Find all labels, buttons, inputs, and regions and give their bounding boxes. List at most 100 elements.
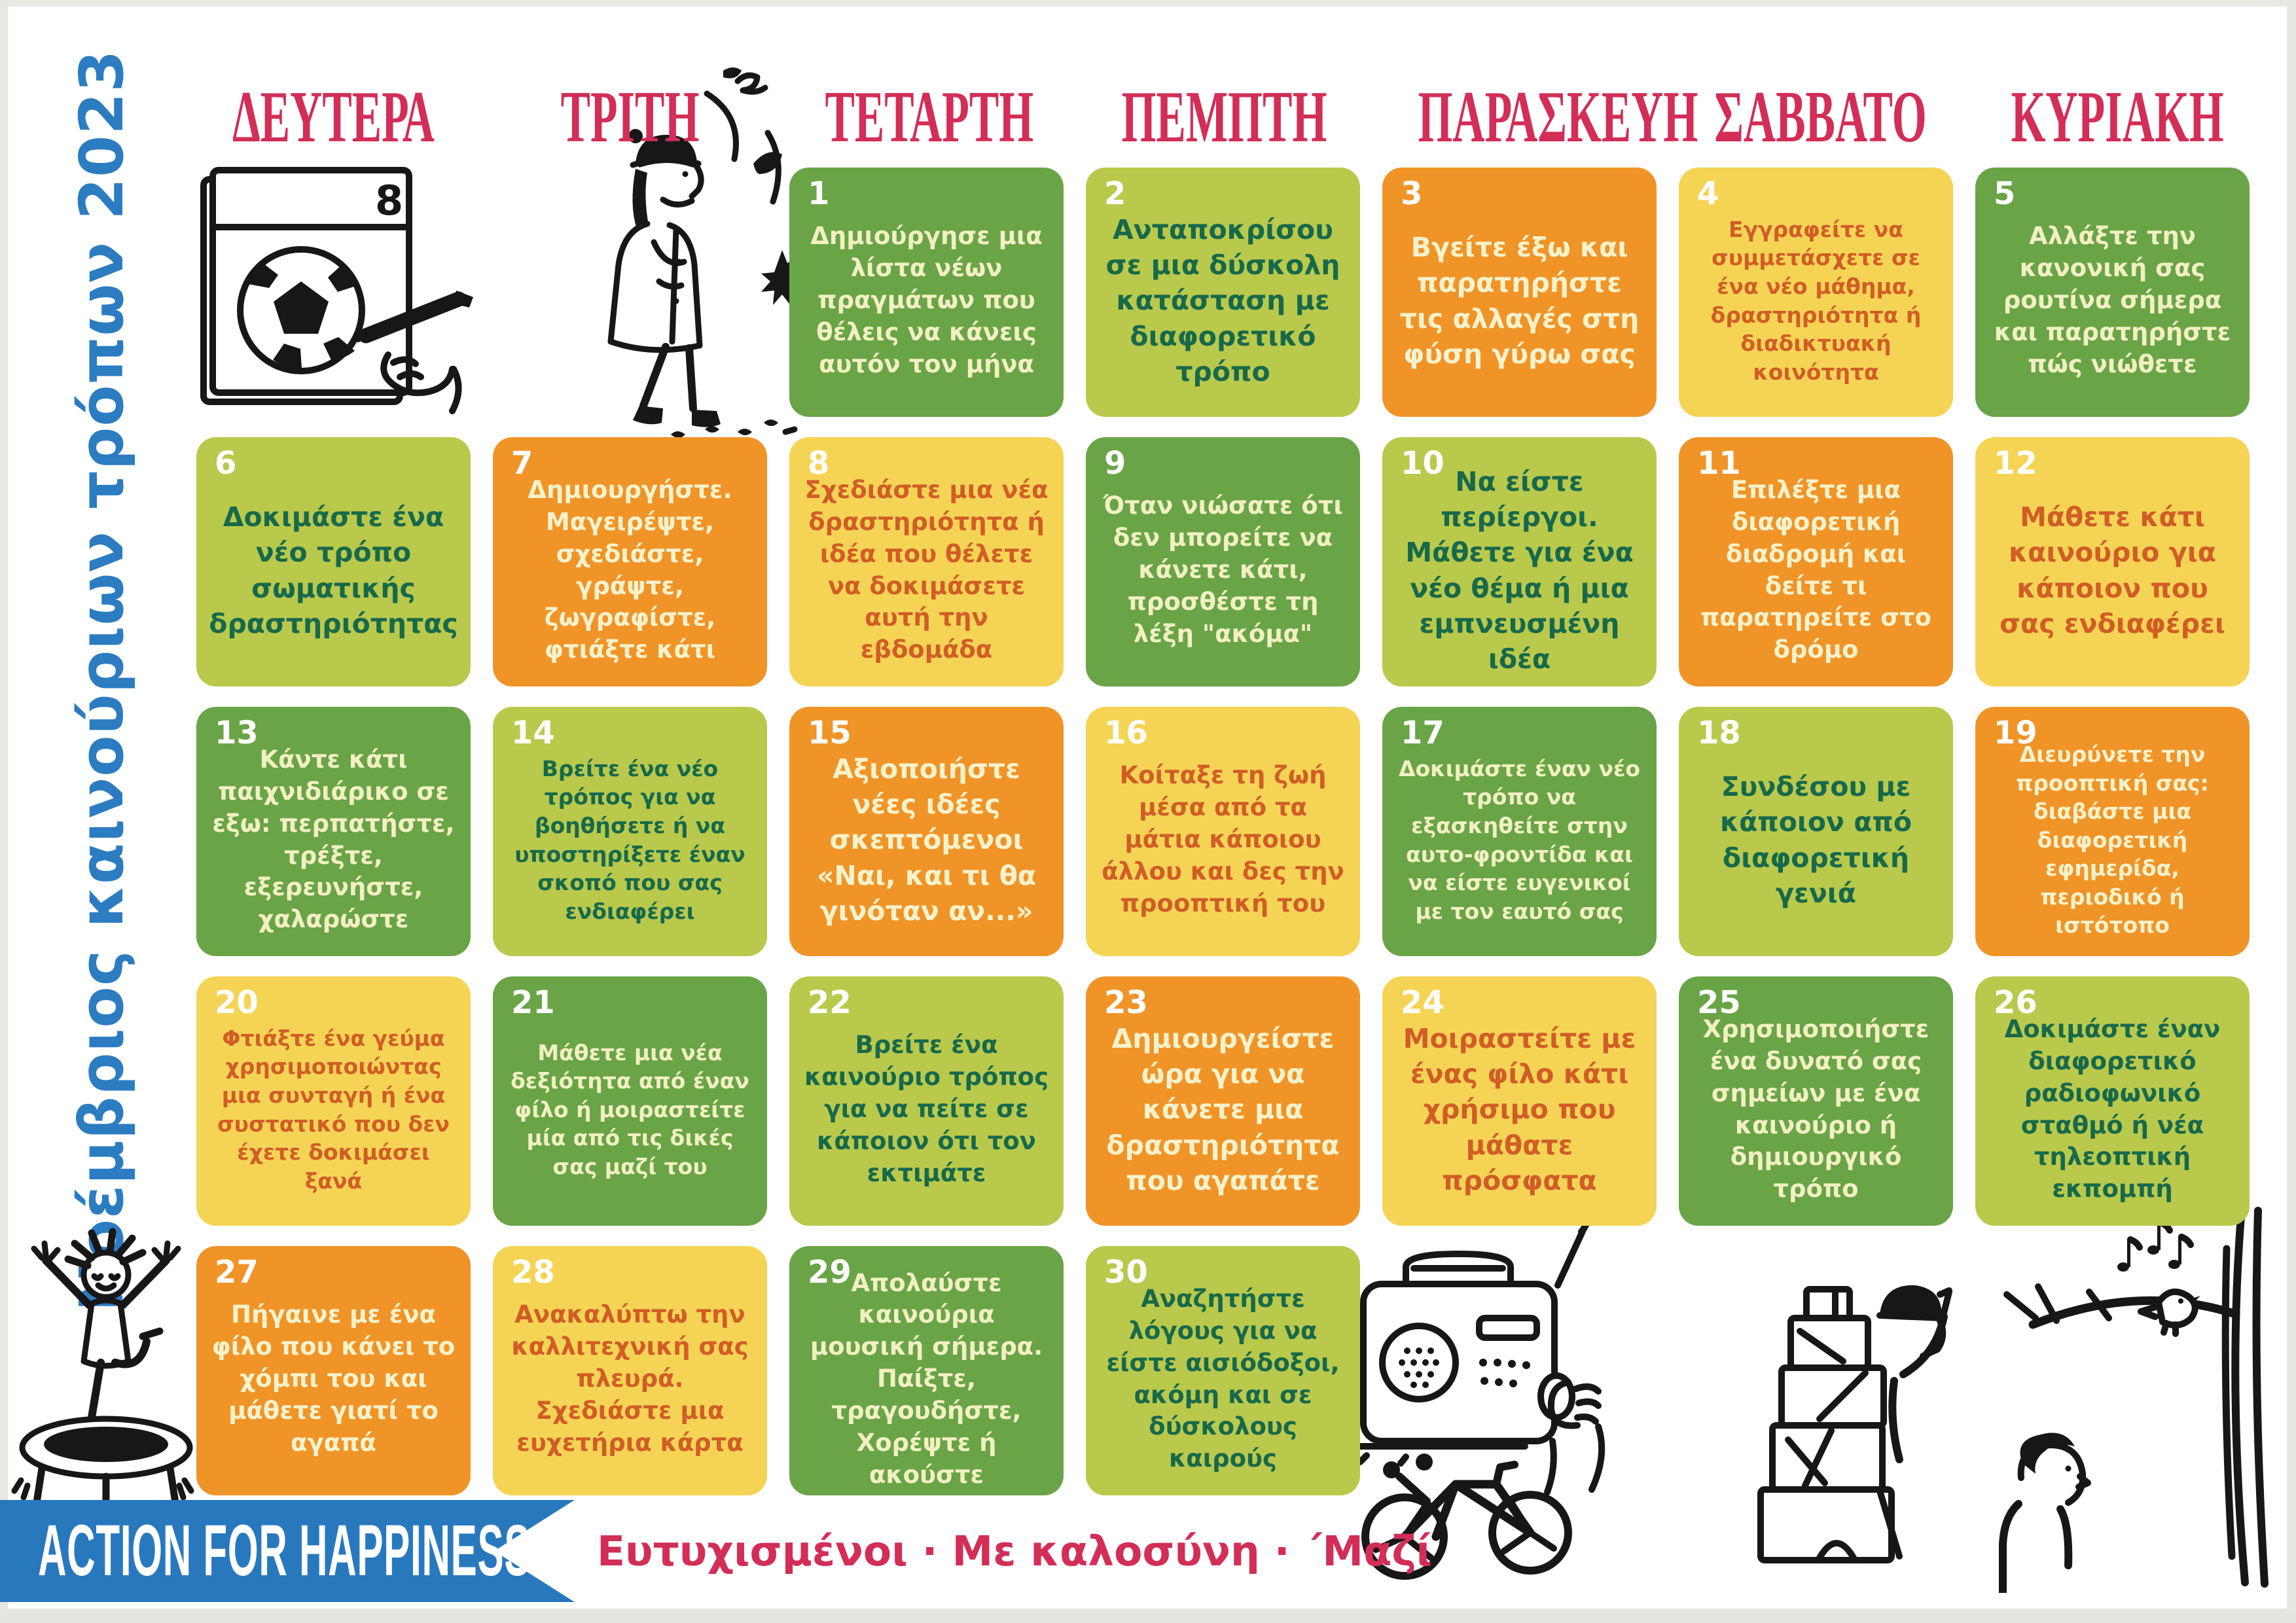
cell-action-text: Κάντε κάτι παιχνιδιάρικο σε εξω: περπατή…	[212, 745, 455, 934]
cell-day-number: 17	[1401, 715, 1444, 751]
calendar-cell-10: 10 Να είστε περίεργοι. Μάθετε για ένα νέο…	[1382, 437, 1657, 687]
calendar-cell-12: 12 Μάθετε κάτι καινούριο για κάποιον που …	[1975, 437, 2250, 687]
cell-day-number: 29	[808, 1254, 852, 1291]
calendar-cell-14: 14 Βρείτε ένα νέο τρόπος για να βοηθήσετε…	[493, 707, 767, 956]
cell-day-number: 20	[215, 984, 259, 1021]
cell-day-number: 16	[1104, 715, 1148, 751]
day-header-2: ΤΡΙΤΗ	[560, 75, 700, 158]
calendar-cell-21: 21 Μάθετε μια νέα δεξιότητα από έναν φίλο…	[493, 976, 767, 1226]
calendar-cell-23: 23 Δημιουργείστε ώρα για να κάνετε μια δρ…	[1086, 976, 1360, 1226]
calendar-cell-11: 11 Επιλέξτε μια διαφορετική διαδρομή και …	[1679, 437, 1953, 687]
day-header-row: ΔΕΥΤΕΡΑ ΤΡΙΤΗ ΤΕΤΑΡΤΗ ΠΕΜΠΤΗ ΠΑΡΑΣΚΕΥΗ ΣΑΒΒΑΤ…	[196, 75, 2250, 158]
cell-action-text: Δημιούργησε μια λίστα νέων πραγμάτων που…	[810, 222, 1043, 378]
calendar-cell-5: 5 Αλλάξτε την κανονική σας ρουτίνα σήμερα…	[1975, 168, 2250, 417]
cell-day-number: 2	[1104, 175, 1126, 212]
cell-action-text: Αλλάξτε την κανονική σας ρουτίνα σήμερα …	[1994, 222, 2231, 378]
cell-day-number: 25	[1697, 984, 1741, 1021]
day-header-4: ΠΕΜΠΤΗ	[1121, 75, 1327, 158]
page-frame-left	[0, 0, 8, 1623]
cell-action-text: Βγείτε έξω και παρατηρήστε τις αλλαγές σ…	[1399, 232, 1640, 370]
cell-day-number: 4	[1697, 175, 1719, 212]
cell-action-text: Απολαύστε καινούρια μουσική σήμερα. Παίξ…	[810, 1268, 1043, 1489]
cell-action-text: Ανακαλύπτω την καλλιτεχνική σας πλευρά. …	[511, 1300, 749, 1457]
calendar-cell-16: 16 Κοίταξε τη ζωή μέσα από τα μάτια κάποι…	[1086, 707, 1360, 956]
calendar-cell-19: 19 Διευρύνετε την προοπτική σας: διαβάστε…	[1975, 707, 2250, 956]
cell-day-number: 27	[215, 1254, 259, 1291]
calendar-cell-22: 22 Βρείτε ένα καινούριο τρόπος για να πεί…	[789, 976, 1064, 1226]
banner-brand-label: ACTION FOR HAPPINESS	[38, 1510, 531, 1591]
footer-tagline: Ευτυχισμένοι · Με καλοσύνη · ΄Μαζί	[597, 1527, 1433, 1575]
cell-day-number: 9	[1104, 445, 1126, 482]
calendar-cell-1: 1 Δημιούργησε μια λίστα νέων πραγμάτων πο…	[789, 168, 1064, 417]
page-frame-bottom	[0, 1609, 2296, 1623]
page-frame-right	[2287, 0, 2296, 1623]
cell-action-text: Μάθετε μια νέα δεξιότητα από έναν φίλο ή…	[511, 1039, 749, 1179]
calendar-cell-17: 17 Δοκιμάστε έναν νέο τρόπο να εξασκηθείτ…	[1382, 707, 1657, 956]
cell-day-number: 24	[1401, 984, 1444, 1021]
cell-day-number: 1	[808, 175, 830, 212]
calendar-grid: 1 Δημιούργησε μια λίστα νέων πραγμάτων πο…	[196, 168, 2250, 1495]
cell-day-number: 21	[511, 984, 555, 1021]
cell-action-text: Φτιάξτε ένα γεύμα χρησιμοποιώντας μια συ…	[217, 1025, 450, 1194]
cell-action-text: Σχεδιάστε μια νέα δραστηριότητα ή ιδέα π…	[804, 476, 1049, 664]
calendar-cell-24: 24 Μοιραστείτε με ένας φίλο κάτι χρήσιμο …	[1382, 976, 1657, 1226]
cell-day-number: 26	[1994, 984, 2037, 1021]
day-header-6: ΣΑΒΒΑΤΟ	[1714, 75, 1927, 158]
calendar-football-doodle: 8	[200, 167, 473, 414]
day-header-7: ΚΥΡΙΑΚΗ	[2011, 75, 2224, 158]
calendar-cell-3: 3 Βγείτε έξω και παρατηρήστε τις αλλαγές …	[1382, 168, 1657, 417]
radio-hand-doodle	[1350, 1168, 1613, 1580]
cell-day-number: 5	[1994, 175, 2016, 212]
month-title-vertical: Νοέμβριος καινούριων τρόπων 2023	[66, 49, 137, 1312]
cell-action-text: Χρησιμοποιήστε ένα δυνατό σας σημείων με…	[1702, 1015, 1929, 1204]
calendar-cell-29: 29 Απολαύστε καινούρια μουσική σήμερα. Πα…	[789, 1246, 1064, 1495]
cell-day-number: 22	[808, 984, 852, 1021]
cell-day-number: 12	[1994, 445, 2037, 482]
cell-action-text: Μάθετε κάτι καινούριο για κάποιον που σα…	[2000, 501, 2225, 639]
cell-action-text: Βρείτε ένα καινούριο τρόπος για να πείτε…	[804, 1031, 1049, 1187]
cell-action-text: Συνδέσου με κάποιον από διαφορετική γενι…	[1719, 771, 1912, 909]
calendar-cell-30: 30 Αναζητήστε λόγους για να είστε αισιόδο…	[1086, 1246, 1360, 1495]
calendar-cell-13: 13 Κάντε κάτι παιχνιδιάρικο σε εξω: περπα…	[196, 707, 471, 956]
cell-day-number: 14	[511, 715, 555, 751]
page-frame-top	[0, 0, 2296, 7]
calendar-cell-2: 2 Ανταποκρίσου σε μια δύσκολη κατάσταση μ…	[1086, 168, 1360, 417]
cell-day-number: 11	[1697, 445, 1741, 482]
cell-action-text: Επιλέξτε μια διαφορετική διαδρομή και δε…	[1700, 476, 1931, 664]
cell-action-text: Πήγαινε με ένα φίλο που κάνει το χόμπι τ…	[211, 1300, 456, 1457]
calendar-cell-8: 8 Σχεδιάστε μια νέα δραστηριότητα ή ιδέα …	[789, 437, 1064, 687]
cell-action-text: Να είστε περίεργοι. Μάθετε για ένα νέο θ…	[1405, 466, 1634, 675]
calendar-cell-25: 25 Χρησιμοποιήστε ένα δυνατό σας σημείων …	[1679, 976, 1953, 1226]
cell-action-text: Βρείτε ένα νέο τρόπος για να βοηθήσετε ή…	[514, 755, 745, 924]
cell-day-number: 7	[511, 445, 533, 482]
day-header-1: ΔΕΥΤΕΡΑ	[232, 75, 435, 158]
svg-text:8: 8	[375, 177, 403, 224]
calendar-cell-4: 4 Εγγραφείτε να συμμετάσχετε σε ένα νέο μ…	[1679, 168, 1953, 417]
day-header-5: ΠΑΡΑΣΚΕΥΗ	[1418, 75, 1698, 158]
cell-action-text: Δοκιμάστε έναν διαφορετικό ραδιοφωνικό σ…	[2004, 1015, 2221, 1204]
cell-action-text: Δοκιμάστε έναν νέο τρόπο να εξασκηθείτε …	[1398, 755, 1641, 924]
cell-day-number: 3	[1401, 175, 1423, 212]
calendar-cell-6: 6 Δοκιμάστε ένα νέο τρόπο σωματικής δραστ…	[196, 437, 471, 687]
cell-action-text: Αναζητήστε λόγους για να είστε αισιόδοξο…	[1106, 1285, 1340, 1473]
cell-action-text: Αξιοποιήστε νέες ιδέες σκεπτόμενοι «Ναι,…	[816, 753, 1037, 927]
cell-day-number: 8	[808, 445, 830, 482]
cell-day-number: 23	[1104, 984, 1148, 1021]
cell-day-number: 6	[215, 445, 237, 482]
calendar-cell-28: 28 Ανακαλύπτω την καλλιτεχνική σας πλευρά…	[493, 1246, 767, 1495]
action-for-happiness-banner: ACTION FOR HAPPINESS	[0, 1500, 575, 1602]
cell-day-number: 18	[1697, 715, 1741, 751]
block-tower-doodle	[1757, 1285, 1952, 1563]
cell-action-text: Δημιουργήστε. Μαγειρέψτε, σχεδιάστε, γρά…	[528, 476, 732, 664]
cell-action-text: Ανταποκρίσου σε μια δύσκολη κατάσταση με…	[1105, 214, 1340, 387]
calendar-cell-15: 15 Αξιοποιήστε νέες ιδέες σκεπτόμενοι «Να…	[789, 707, 1064, 956]
cell-action-text: Μοιραστείτε με ένας φίλο κάτι χρήσιμο πο…	[1403, 1023, 1636, 1196]
cell-action-text: Δημιουργείστε ώρα για να κάνετε μια δρασ…	[1106, 1023, 1340, 1196]
calendar-cell-26: 26 Δοκιμάστε έναν διαφορετικό ραδιοφωνικό…	[1975, 976, 2250, 1226]
bird-on-branch-doodle	[1999, 1207, 2269, 1593]
cell-action-text: Διευρύνετε την προοπτική σας: διαβάστε μ…	[2016, 741, 2209, 938]
cell-action-text: Κοίταξε τη ζωή μέσα από τα μάτια κάποιου…	[1102, 761, 1344, 918]
calendar-cell-27: 27 Πήγαινε με ένα φίλο που κάνει το χόμπι…	[196, 1246, 471, 1495]
calendar-cell-20: 20 Φτιάξτε ένα γεύμα χρησιμοποιώντας μια …	[196, 976, 471, 1226]
trampoline-jump-doodle	[11, 1228, 194, 1509]
